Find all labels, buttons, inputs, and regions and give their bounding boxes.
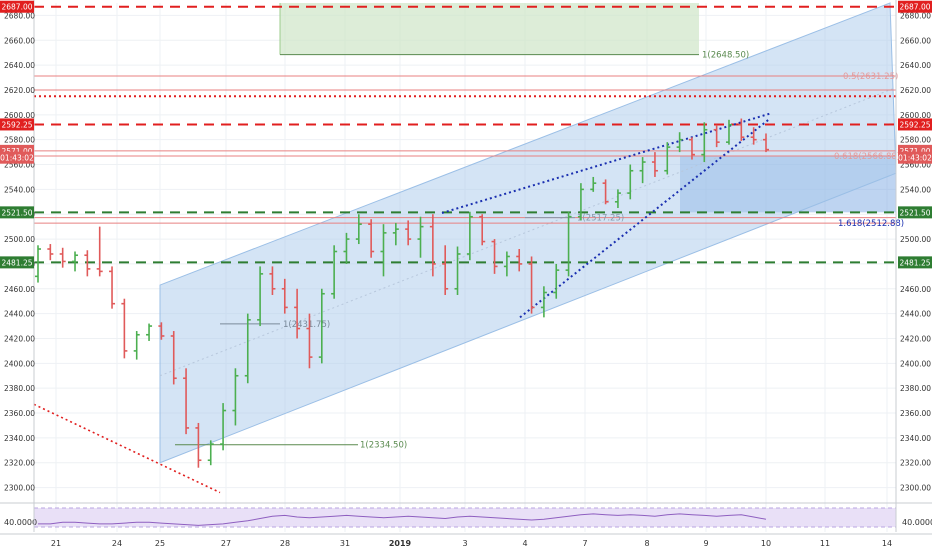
price-tag-left xyxy=(0,256,34,269)
y-tick-label-right: 2360.00 xyxy=(900,409,931,418)
x-tick-label: 31 xyxy=(340,539,350,548)
y-tick-label-right: 2300.00 xyxy=(900,484,931,493)
price-tag-left-text: 2521.50 xyxy=(1,208,32,217)
y-tick-label-left: 2340.00 xyxy=(4,434,35,443)
y-tick-label-right: 2380.00 xyxy=(900,384,931,393)
rsi-tick-label-right: 40.0000 xyxy=(902,518,932,527)
annotation-label: 0.5(2631.25) xyxy=(843,72,898,82)
y-tick-label-left: 2460.00 xyxy=(4,285,35,294)
x-tick-label: 21 xyxy=(51,539,61,548)
y-tick-label-right: 2600.00 xyxy=(900,111,931,120)
y-tick-label-right: 2540.00 xyxy=(900,185,931,194)
y-tick-label-left: 2580.00 xyxy=(4,136,35,145)
price-tag-left xyxy=(0,0,34,13)
price-tag-right xyxy=(898,118,932,131)
rsi-line xyxy=(38,513,767,526)
y-tick-label-right: 2640.00 xyxy=(900,61,931,70)
x-tick-label: 11 xyxy=(820,539,830,548)
y-tick-label-right: 2560.00 xyxy=(900,161,931,170)
y-tick-label-left: 2620.00 xyxy=(4,86,35,95)
x-tick-label: 7 xyxy=(582,539,587,548)
annotation-label: 0.618(2566.88) xyxy=(834,152,900,162)
x-tick-label: 10 xyxy=(761,539,771,548)
x-tick-label: 14 xyxy=(882,539,892,548)
y-tick-label-right: 2420.00 xyxy=(900,334,931,343)
y-tick-label-left: 2680.00 xyxy=(4,11,35,20)
y-tick-label-left: 2660.00 xyxy=(4,36,35,45)
annotation-label: 1(2648.50) xyxy=(702,51,749,61)
y-tick-label-right: 2460.00 xyxy=(900,285,931,294)
price-tag-right xyxy=(898,206,932,219)
rsi-tick-label-left: 40.0000 xyxy=(4,518,37,527)
x-tick-label: 25 xyxy=(155,539,165,548)
y-tick-label-right: 2680.00 xyxy=(900,11,931,20)
y-tick-label-left: 2400.00 xyxy=(4,359,35,368)
annotation-label: 1(2431.75) xyxy=(283,320,330,330)
y-tick-label-right: 2660.00 xyxy=(900,36,931,45)
y-tick-label-left: 2640.00 xyxy=(4,61,35,70)
price-tag-right xyxy=(898,151,932,164)
y-tick-label-right: 2620.00 xyxy=(900,86,931,95)
x-tick-label: 9 xyxy=(703,539,708,548)
y-tick-label-left: 2320.00 xyxy=(4,459,35,468)
price-tag-right-text: 2521.50 xyxy=(899,208,930,217)
y-tick-label-left: 2440.00 xyxy=(4,310,35,319)
y-tick-label-left: 2380.00 xyxy=(4,384,35,393)
target-zone-box xyxy=(280,3,699,55)
price-tag-right-text: 2687.00 xyxy=(899,3,930,12)
price-tag-left-text: 2687.00 xyxy=(1,3,32,12)
rsi-band xyxy=(34,508,896,527)
annotation-label: 1(2334.50) xyxy=(360,441,407,451)
x-tick-label: 24 xyxy=(112,539,122,548)
x-tick-label: 28 xyxy=(280,539,290,548)
y-tick-label-right: 2580.00 xyxy=(900,136,931,145)
x-tick-label: 3 xyxy=(462,539,467,548)
y-tick-label-right: 2440.00 xyxy=(900,310,931,319)
y-tick-label-right: 2340.00 xyxy=(900,434,931,443)
price-tag-left xyxy=(0,151,34,164)
y-tick-label-left: 2420.00 xyxy=(4,334,35,343)
annotation-label: 1(2517.25) xyxy=(577,214,624,224)
price-tag-right-text: 2592.25 xyxy=(899,120,930,129)
price-tag-left xyxy=(0,206,34,219)
x-tick-label: 2019 xyxy=(389,539,412,548)
annotation-label: 1.618(2512.88) xyxy=(838,219,904,229)
y-tick-label-right: 2500.00 xyxy=(900,235,931,244)
y-tick-label-left: 2500.00 xyxy=(4,235,35,244)
price-tag-left-text: 2481.25 xyxy=(1,258,32,267)
price-tag-right-text: 2481.25 xyxy=(899,258,930,267)
x-tick-label: 8 xyxy=(644,539,649,548)
y-tick-label-right: 2320.00 xyxy=(900,459,931,468)
price-tag-left-text: 01:43:02 xyxy=(0,154,34,163)
y-tick-label-left: 2560.00 xyxy=(4,161,35,170)
price-tag-right xyxy=(898,256,932,269)
wedge-lower-line xyxy=(519,117,771,319)
price-tag-right-text: 01:43:02 xyxy=(898,154,932,163)
price-tag-left xyxy=(0,118,34,131)
channel-midline xyxy=(159,87,897,377)
y-tick-label-left: 2600.00 xyxy=(4,111,35,120)
price-tag-right-text: 2571.00 xyxy=(899,147,930,156)
y-tick-label-right: 2400.00 xyxy=(900,359,931,368)
x-tick-label: 4 xyxy=(522,539,527,548)
price-tag-left-text: 2571.00 xyxy=(1,147,32,156)
x-tick-label: 27 xyxy=(221,539,231,548)
y-tick-label-left: 2540.00 xyxy=(4,185,35,194)
y-tick-label-left: 2300.00 xyxy=(4,484,35,493)
y-tick-label-left: 2360.00 xyxy=(4,409,35,418)
price-tag-left-text: 2592.25 xyxy=(1,120,32,129)
price-tag-right xyxy=(898,0,932,13)
downtrend-line xyxy=(33,403,221,494)
